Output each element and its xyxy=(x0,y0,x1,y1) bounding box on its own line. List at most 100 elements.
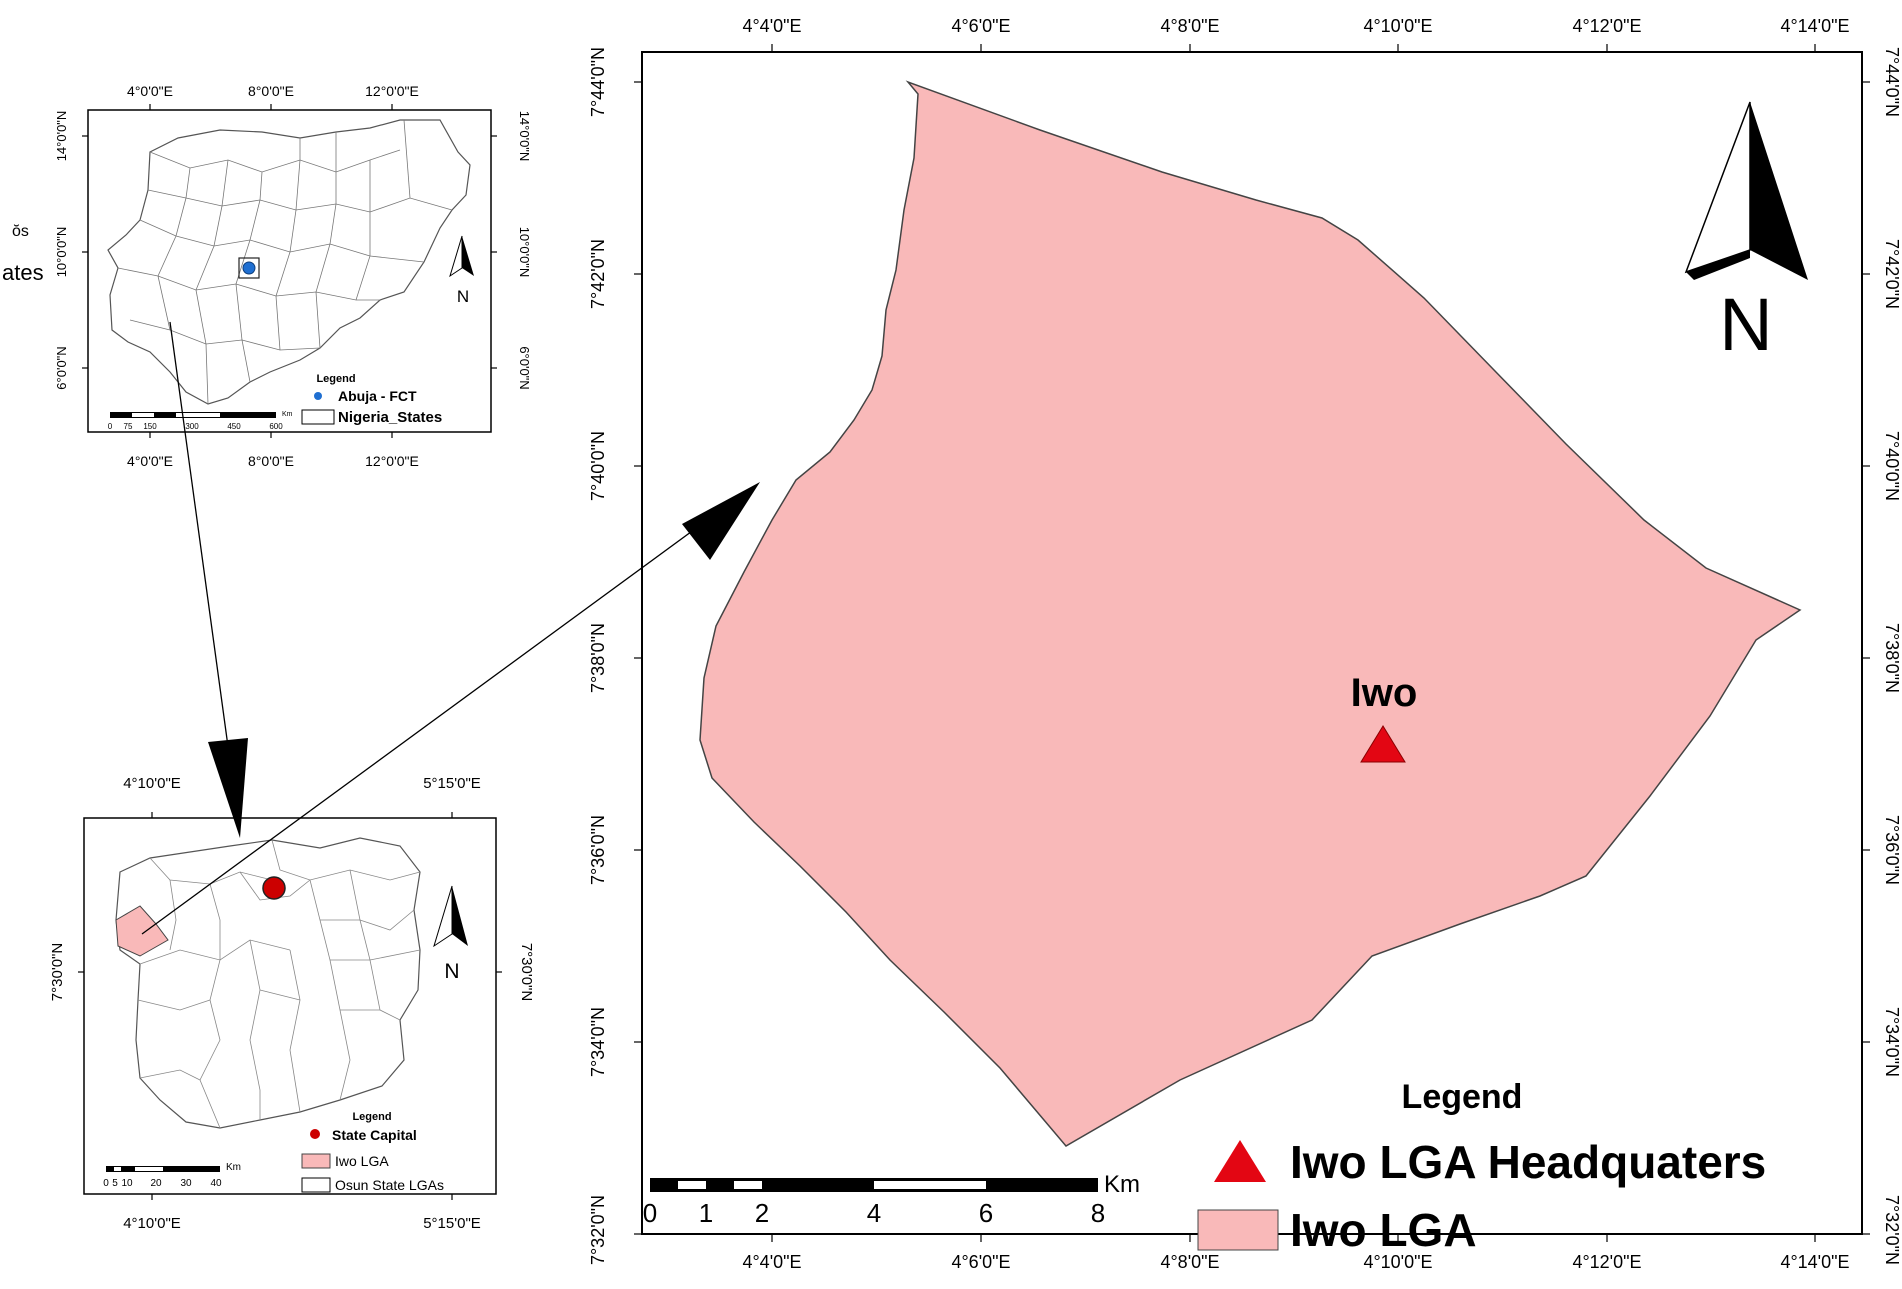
main-scale-1: 1 xyxy=(699,1198,713,1228)
osun-scale-30: 30 xyxy=(180,1178,192,1189)
main-y-tick-right-label: 7°44'0"N xyxy=(1882,47,1902,117)
main-x-tick-top-label: 4°12'0"E xyxy=(1572,16,1641,36)
main-y-tick-right-label: 7°38'0"N xyxy=(1882,623,1902,693)
iwo-lga-polygon xyxy=(699,80,1802,1147)
nigeria-state-boundaries xyxy=(117,119,453,405)
ng-y-tick-left-label: 6°0'0"N xyxy=(54,346,69,389)
nigeria-north-label: N xyxy=(457,287,469,306)
main-x-tick-bottom-label: 4°8'0"E xyxy=(1160,1252,1219,1272)
os-y-tick-right-label: 7°30'0"N xyxy=(518,943,535,1001)
ng-x-tick-top-label: 4°0'0"E xyxy=(127,83,173,99)
ng-x-tick-top-label: 12°0'0"E xyxy=(365,83,419,99)
nigeria-scale-150: 150 xyxy=(143,422,157,431)
ng-y-tick-right-label: 6°0'0"N xyxy=(517,346,532,389)
main-y-tick-right-label: 7°34'0"N xyxy=(1882,1007,1902,1077)
main-x-tick-bottom-label: 4°12'0"E xyxy=(1572,1252,1641,1272)
nigeria-legend-dot xyxy=(314,392,322,400)
main-scale-4: 4 xyxy=(867,1198,881,1228)
nigeria-north-arrow: N xyxy=(449,235,474,306)
osun-legend-lgas-box xyxy=(301,1177,331,1193)
main-x-tick-top-label: 4°10'0"E xyxy=(1363,16,1432,36)
nigeria-legend-states: Nigeria_States xyxy=(338,409,442,426)
main-y-tick-left-label: 7°44'0"N xyxy=(588,47,608,117)
osun-outline xyxy=(115,837,421,1129)
osun-north-label: N xyxy=(444,960,459,983)
os-x-tick-top-label: 5°15'0"E xyxy=(423,775,481,792)
nigeria-scale-unit: Km xyxy=(282,411,293,418)
ng-x-tick-bottom-label: 8°0'0"E xyxy=(248,453,294,469)
osun-scale-10: 10 xyxy=(121,1178,133,1189)
osun-scale-40: 40 xyxy=(210,1178,222,1189)
main-north-label: N xyxy=(1719,283,1772,366)
main-x-tick-top-label: 4°4'0"E xyxy=(742,16,801,36)
ng-x-tick-top-label: 8°0'0"E xyxy=(248,83,294,99)
locator-arrows xyxy=(141,321,760,935)
osun-legend: Legend State Capital Iwo LGA Osun State … xyxy=(301,1111,444,1193)
osun-scale-0: 0 xyxy=(103,1178,109,1189)
main-x-tick-bottom-label: 4°14'0"E xyxy=(1780,1252,1849,1272)
nigeria-legend-box xyxy=(301,409,335,425)
main-y-tick-right-label: 7°36'0"N xyxy=(1882,815,1902,885)
main-y-tick-left-label: 7°38'0"N xyxy=(588,623,608,693)
main-x-tick-bottom-label: 4°4'0"E xyxy=(742,1252,801,1272)
main-legend: Legend Iwo LGA Headquaters Iwo LGA xyxy=(1197,1078,1766,1256)
osun-legend-lgas: Osun State LGAs xyxy=(335,1177,444,1193)
main-scale-6: 6 xyxy=(979,1198,993,1228)
osun-legend-title: Legend xyxy=(352,1111,391,1123)
main-legend-lga: Iwo LGA xyxy=(1290,1204,1477,1256)
iwo-lga-main-map: 4°4'0"E 4°4'0"E 4°6'0"E 4°6'0"E 4°8'0"E 4°8'0… xyxy=(588,16,1902,1272)
osun-north-arrow: N xyxy=(433,885,468,983)
cropped-text-2: ates xyxy=(2,260,44,285)
main-legend-hq: Iwo LGA Headquaters xyxy=(1290,1136,1766,1188)
abuja-box xyxy=(238,257,260,279)
osun-legend-dot xyxy=(310,1129,320,1139)
main-scale-8: 8 xyxy=(1091,1198,1105,1228)
os-y-tick-left-label: 7°30'0"N xyxy=(49,943,66,1001)
osun-legend-iwo: Iwo LGA xyxy=(335,1153,389,1169)
os-x-tick-top-label: 4°10'0"E xyxy=(123,775,181,792)
os-x-tick-bottom-label: 4°10'0"E xyxy=(123,1215,181,1232)
nigeria-legend-abuja: Abuja - FCT xyxy=(338,388,417,404)
main-y-tick-right-label: 7°32'0"N xyxy=(1882,1195,1902,1265)
main-north-arrow: N xyxy=(1684,101,1808,366)
osun-lga-boundaries xyxy=(137,839,421,1129)
iwo-lga-inset xyxy=(115,905,169,957)
main-y-tick-right-label: 7°42'0"N xyxy=(1882,239,1902,309)
nigeria-legend: Legend Abuja - FCT Nigeria_States xyxy=(301,373,442,426)
main-scale-0: 0 xyxy=(643,1198,657,1228)
nigeria-scale-450: 450 xyxy=(227,422,241,431)
ng-x-tick-bottom-label: 12°0'0"E xyxy=(365,453,419,469)
main-legend-title: Legend xyxy=(1402,1078,1523,1116)
main-x-tick-bottom-label: 4°6'0"E xyxy=(951,1252,1010,1272)
main-x-tick-bottom-label: 4°10'0"E xyxy=(1363,1252,1432,1272)
main-y-tick-left-label: 7°34'0"N xyxy=(588,1007,608,1077)
arrow-osun-to-main-head xyxy=(682,482,760,560)
osun-scale-bar: 0 5 10 20 30 40 Km xyxy=(103,1162,241,1189)
main-y-tick-left-label: 7°40'0"N xyxy=(588,431,608,501)
main-y-tick-right-label: 7°40'0"N xyxy=(1882,431,1902,501)
main-x-tick-top-label: 4°8'0"E xyxy=(1160,16,1219,36)
main-x-tick-top-label: 4°6'0"E xyxy=(951,16,1010,36)
arrow-nigeria-to-osun xyxy=(169,321,237,806)
nigeria-scale-bar: 0 75 150 300 450 600 Km xyxy=(108,411,293,431)
osun-legend-capital: State Capital xyxy=(332,1127,417,1143)
main-scale-2: 2 xyxy=(755,1198,769,1228)
main-legend-lga-box xyxy=(1197,1209,1279,1251)
nigeria-scale-0: 0 xyxy=(108,422,113,431)
nigeria-scale-75: 75 xyxy=(124,422,133,431)
main-y-tick-left-label: 7°42'0"N xyxy=(588,239,608,309)
arrow-nigeria-to-osun-head xyxy=(208,738,248,838)
abuja-fct-point xyxy=(242,261,256,275)
ng-x-tick-bottom-label: 4°0'0"E xyxy=(127,453,173,469)
main-legend-triangle xyxy=(1214,1140,1266,1182)
ng-y-tick-left-label: 10°0'0"N xyxy=(54,227,69,278)
nigeria-legend-title: Legend xyxy=(316,373,355,385)
os-x-tick-bottom-label: 5°15'0"E xyxy=(423,1215,481,1232)
iwo-hq-label: Iwo xyxy=(1351,671,1418,715)
osun-overview-panel: 4°10'0"E 4°10'0"E 5°15'0"E 5°15'0"E 7°30'0"N… xyxy=(49,775,535,1232)
main-y-tick-left-label: 7°32'0"N xyxy=(588,1195,608,1265)
osun-scale-20: 20 xyxy=(150,1178,162,1189)
ng-y-tick-right-label: 14°0'0"N xyxy=(517,111,532,162)
main-scale-bar: 0 1 2 4 6 8 Km xyxy=(643,1171,1140,1228)
nigeria-scale-600: 600 xyxy=(269,422,283,431)
